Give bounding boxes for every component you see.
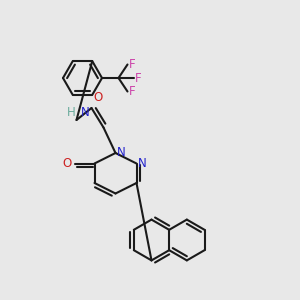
Text: F: F [129, 58, 136, 71]
Text: N: N [138, 157, 147, 170]
Text: O: O [93, 91, 102, 103]
Text: F: F [135, 71, 142, 85]
Text: F: F [129, 85, 136, 98]
Text: N: N [80, 106, 89, 118]
Text: O: O [63, 157, 72, 170]
Text: H: H [67, 106, 76, 118]
Text: N: N [117, 146, 126, 160]
